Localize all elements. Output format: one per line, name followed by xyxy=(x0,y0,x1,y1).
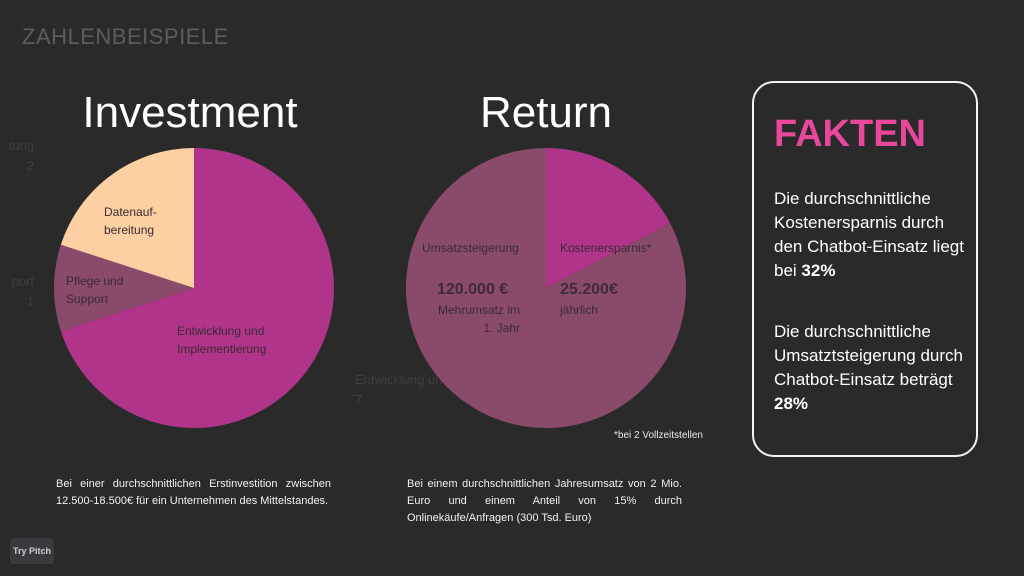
facts-title: FAKTEN xyxy=(774,113,926,155)
slice-label-entwicklung: Entwicklung und Implementierung xyxy=(177,324,267,356)
return-footnote: *bei 2 Vollzeitstellen xyxy=(614,430,703,441)
facts-box: FAKTEN Die durchschnittliche Kostenerspa… xyxy=(752,81,978,457)
detail-kostenersparnis: jährlich xyxy=(560,303,599,317)
value-kostenersparnis: 25.200€ xyxy=(560,281,618,298)
fact-cost-savings-value: 32% xyxy=(801,261,836,280)
return-description: Bei einem durchschnittlichen Jahresumsat… xyxy=(407,478,682,524)
investment-pie-chart xyxy=(54,148,334,428)
return-pie-chart xyxy=(406,148,686,428)
section-label: ZAHLENBEISPIELE xyxy=(22,24,229,49)
fact-revenue-increase-text: Die durchschnittliche Umsatztsteigerung … xyxy=(774,322,963,389)
fact-revenue-increase-value: 28% xyxy=(774,394,809,413)
value-umsatzsteigerung: 120.000 € xyxy=(437,281,509,298)
pie-slice-datenauf-bereitung xyxy=(60,148,195,288)
ghost-label-mid: port 1 xyxy=(11,274,34,309)
pie-slice-entwicklung-und-implementierung xyxy=(60,148,334,428)
slice-label-datenaufbereitung: Datenauf- bereitung xyxy=(104,205,157,237)
pie-slice-pflege-und-support xyxy=(54,244,194,332)
pie-slice-umsatzsteigerung xyxy=(406,148,686,428)
fact-cost-savings: Die durchschnittliche Kostenersparnis du… xyxy=(774,187,972,283)
slice-label-kostenersparnis: Kostenersparnis* xyxy=(560,241,652,255)
ghost-label-top: tung 2 xyxy=(8,138,34,173)
return-title: Return xyxy=(479,88,613,137)
detail-umsatzsteigerung: Mehrumsatz im 1. Jahr xyxy=(437,303,520,335)
slice-label-pflege: Pflege und Support xyxy=(66,274,124,306)
fact-revenue-increase: Die durchschnittliche Umsatztsteigerung … xyxy=(774,320,972,416)
fact-cost-savings-text: Die durchschnittliche Kostenersparnis du… xyxy=(774,189,964,280)
investment-description: Bei einer durchschnittlichen Erstinvesti… xyxy=(56,478,331,507)
try-pitch-button[interactable]: Try Pitch xyxy=(10,538,54,564)
investment-title: Investment xyxy=(82,88,298,137)
slice-label-umsatzsteigerung: Umsatzsteigerung xyxy=(422,241,519,255)
pie-slice-kostenersparnis xyxy=(546,148,671,288)
